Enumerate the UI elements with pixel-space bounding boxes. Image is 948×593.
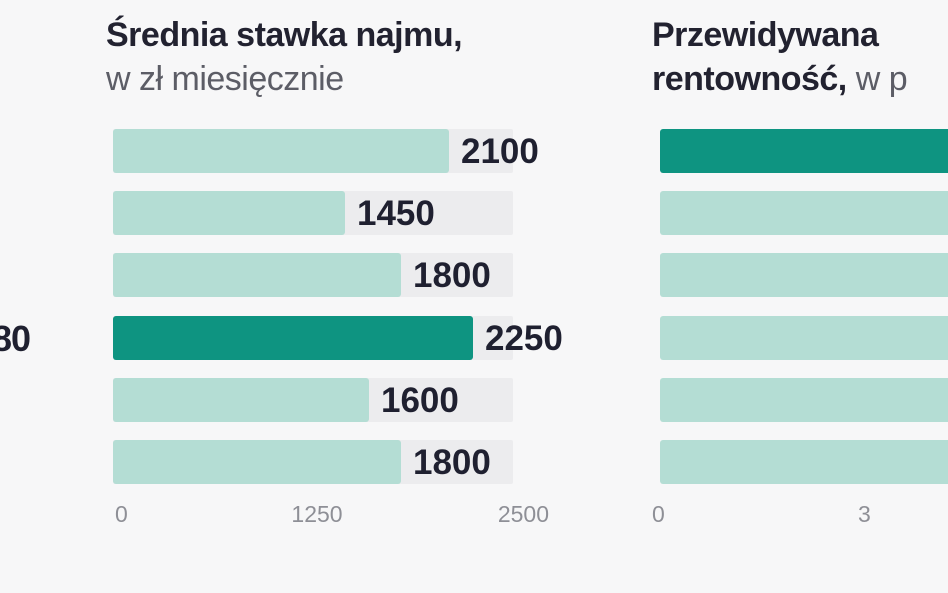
right-chart-title-line2-bold: rentowność,	[652, 60, 847, 98]
yield-axis-tick-label: 3	[858, 501, 871, 527]
rent-axis-tick-label: 2500	[498, 501, 549, 527]
left-chart-title-bold: Średnia stawka najmu,	[106, 16, 463, 54]
rent-bar	[113, 378, 369, 422]
right-chart-title-line1: Przewidywana	[652, 16, 879, 54]
left-chart-title: Średnia stawka najmu, w zł miesięcznie	[106, 13, 463, 101]
yield-bar	[660, 316, 948, 360]
rent-value-label: 1600	[381, 381, 459, 420]
yield-bar	[660, 440, 948, 484]
right-chart-title: Przewidywana rentowność, w p	[652, 13, 908, 101]
right-chart-subtitle: w p	[855, 60, 908, 98]
rent-value-label: 1800	[413, 256, 491, 295]
rent-bar	[113, 191, 345, 235]
rent-value-label: 1450	[357, 194, 435, 233]
rent-value-label: 2100	[461, 132, 539, 171]
yield-bar	[660, 378, 948, 422]
rent-value-label: 2250	[485, 319, 563, 358]
rent-value-label: 1800	[413, 443, 491, 482]
rent-bar	[113, 440, 401, 484]
cropped-value-label: 80	[0, 318, 31, 359]
rent-bar	[113, 316, 473, 360]
yield-axis-tick-label: 0	[652, 501, 665, 527]
rent-bar	[113, 253, 401, 297]
left-chart-subtitle: w zł miesięcznie	[106, 60, 344, 98]
yield-bar	[660, 191, 948, 235]
yield-bar	[660, 129, 948, 173]
rent-axis-tick-label: 0	[115, 501, 128, 527]
yield-bar	[660, 253, 948, 297]
rent-bar	[113, 129, 449, 173]
rent-axis-tick-label: 1250	[291, 501, 342, 527]
